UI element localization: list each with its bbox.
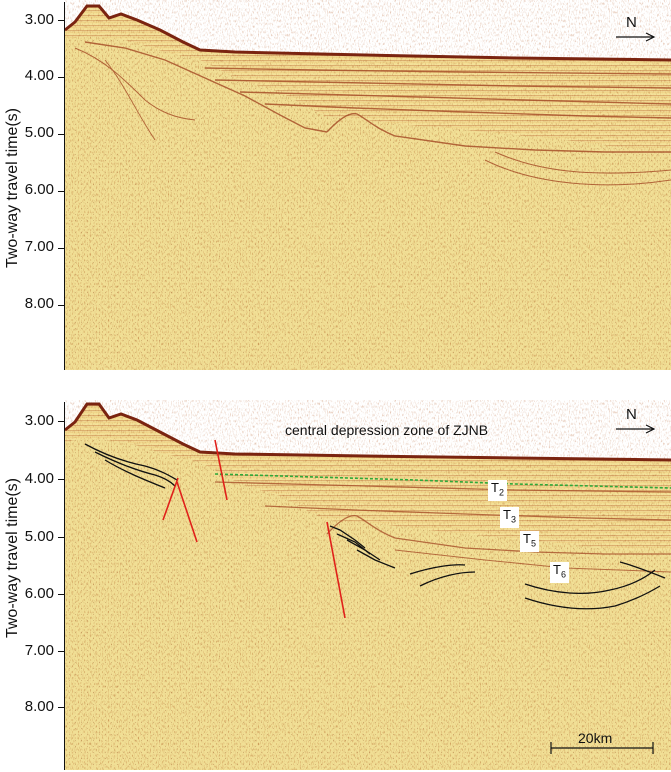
y-tick-label: 3.00 [24, 412, 54, 429]
y-tick-mark [58, 594, 64, 595]
y-axis-label: Two-way travel time(s) [4, 477, 21, 639]
y-tick-mark [58, 651, 64, 652]
seismic-section [65, 0, 671, 370]
y-tick-label: 7.00 [24, 238, 54, 255]
y-tick-mark [58, 77, 64, 78]
zone-title: central depression zone of ZJNB [285, 422, 489, 438]
horizon-label-t2: T2 [488, 480, 507, 501]
y-tick-mark [58, 707, 64, 708]
y-tick-label: 5.00 [24, 124, 54, 141]
y-tick-label: 5.00 [24, 528, 54, 545]
north-label: N [626, 14, 637, 31]
north-arrow-icon [616, 32, 656, 42]
y-tick-mark [58, 305, 64, 306]
y-tick-label: 6.00 [24, 181, 54, 198]
seismic-panel-interpreted: Two-way travel time(s) 3.00 4.00 5.00 6.… [0, 400, 671, 772]
y-tick-label: 3.00 [24, 11, 54, 28]
y-tick-mark [58, 537, 64, 538]
y-axis-line [64, 402, 65, 770]
y-tick-label: 4.00 [24, 67, 54, 84]
y-tick-label: 7.00 [24, 642, 54, 659]
y-tick-mark [58, 134, 64, 135]
north-label: N [626, 406, 637, 423]
y-tick-mark [58, 248, 64, 249]
y-tick-mark [58, 421, 64, 422]
y-tick-label: 4.00 [24, 470, 54, 487]
y-tick-label: 8.00 [24, 698, 54, 715]
seismic-section [65, 400, 671, 770]
y-tick-label: 8.00 [24, 295, 54, 312]
y-axis-line [64, 2, 65, 370]
scale-bar-label: 20km [578, 730, 613, 746]
horizon-label-t6: T6 [550, 562, 569, 583]
y-tick-mark [58, 20, 64, 21]
y-tick-label: 6.00 [24, 585, 54, 602]
scale-bar [550, 742, 654, 754]
horizon-label-t3: T3 [500, 507, 519, 528]
y-tick-mark [58, 191, 64, 192]
north-arrow-icon [616, 424, 656, 434]
horizon-label-t5: T5 [520, 531, 539, 552]
y-tick-mark [58, 479, 64, 480]
seismic-panel-uninterpreted: Two-way travel time(s) 3.00 4.00 5.00 6.… [0, 0, 671, 372]
